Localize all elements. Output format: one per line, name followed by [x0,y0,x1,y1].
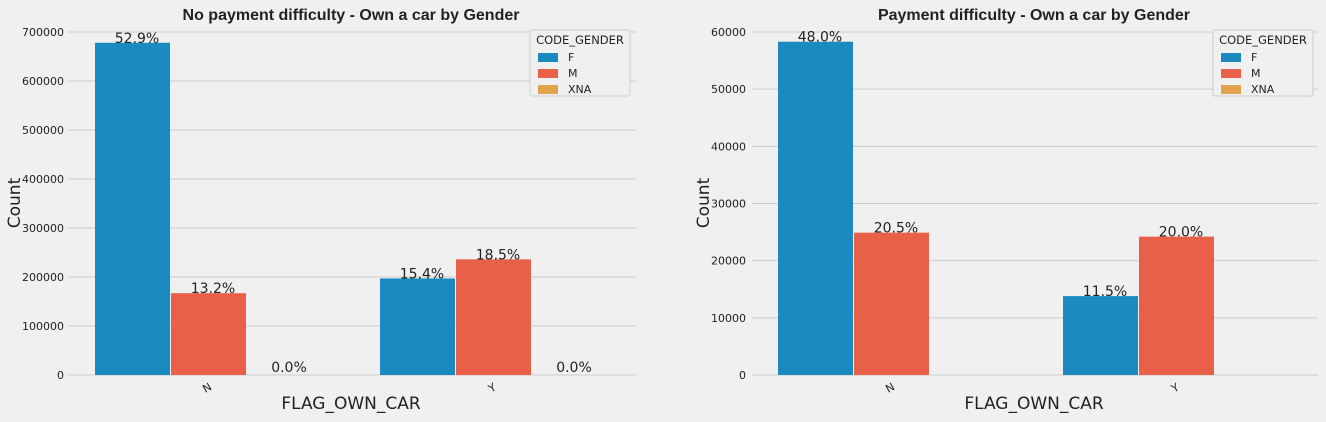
bar-m-n [854,232,929,375]
bar-value-label: 0.0% [271,360,307,376]
legend-swatch [538,69,558,78]
x-axis-label: FLAG_OWN_CAR [281,394,421,414]
y-axis-label: Count [5,177,25,228]
bar-value-label: 48.0% [798,30,842,46]
ticks: 0 100000 200000 300000 400000 500000 600000 700… [22,26,499,396]
y-tick-label: 500000 [22,124,64,137]
bar-value-label: 20.0% [1159,225,1203,241]
bar-m-y [456,259,531,375]
legend-title: CODE_GENDER [1219,33,1307,47]
legend-title: CODE_GENDER [536,33,624,47]
chart-payment-difficulty: Payment difficulty - Own a car by Gender… [694,7,1318,414]
legend-swatch [1221,85,1241,94]
legend-swatch [538,53,558,62]
bar-value-label: 18.5% [476,247,520,263]
legend-swatch [1221,69,1241,78]
bar-value-label: 52.9% [115,31,159,47]
bar-labels: 48.0% 11.5% 20.5% 20.0% [798,30,1203,300]
legend-entry-f: F [1251,51,1257,64]
legend: CODE_GENDER FM XNA [1212,29,1314,97]
bar-m-y [1139,236,1214,375]
bars [95,42,531,375]
y-tick-label: 100000 [22,320,64,333]
bar-labels: 52.9% 15.4% 13.2% 18.5% 0.0% 0.0% [115,31,592,376]
bar-f-n [95,42,170,375]
bar-f-y [380,278,455,375]
x-axis-label: FLAG_OWN_CAR [964,394,1104,414]
bars [778,41,1214,376]
y-tick-label: 50000 [711,83,746,96]
bar-value-label: 13.2% [191,281,235,297]
x-tick-label: N [200,380,214,395]
bar-value-label: 20.5% [874,221,918,237]
y-tick-label: 600000 [22,75,64,88]
legend-swatch [538,85,558,94]
y-tick-label: 200000 [22,271,64,284]
y-tick-label: 30000 [711,198,746,211]
y-tick-label: 0 [739,369,746,382]
bar-value-label: 0.0% [556,360,592,376]
bar-f-n [778,41,853,376]
bar-f-y [1063,296,1138,375]
legend: CODE_GENDER FM XNA [529,29,631,97]
bar-value-label: 15.4% [400,266,444,282]
x-tick-label: N [883,380,897,395]
y-tick-label: 40000 [711,140,746,153]
chart-title: Payment difficulty - Own a car by Gender [878,7,1190,24]
y-tick-label: 60000 [711,26,746,39]
bar-m-n [171,293,246,375]
y-tick-label: 20000 [711,255,746,268]
legend-entry-f: F [568,51,574,64]
y-axis-label: Count [694,177,714,228]
legend-swatch [1221,53,1241,62]
legend-entry-m: M [568,67,578,80]
legend-entry-xna: XNA [1251,83,1275,96]
y-tick-label: 10000 [711,312,746,325]
bar-value-label: 11.5% [1083,284,1127,300]
chart-title: No payment difficulty - Own a car by Gen… [183,7,520,24]
legend-box [529,29,631,97]
x-tick-label: Y [485,381,498,396]
y-tick-label: 0 [57,369,64,382]
y-tick-label: 400000 [22,173,64,186]
ticks: 0 10000 20000 30000 40000 50000 60000 N Y [711,26,1182,396]
y-tick-label: 300000 [22,222,64,235]
legend-entry-m: M [1251,67,1261,80]
x-tick-label: Y [1168,381,1181,396]
chart-no-payment-difficulty: No payment difficulty - Own a car by Gen… [5,7,636,414]
legend-box [1212,29,1314,97]
legend-entry-xna: XNA [568,83,592,96]
y-tick-label: 700000 [22,26,64,39]
